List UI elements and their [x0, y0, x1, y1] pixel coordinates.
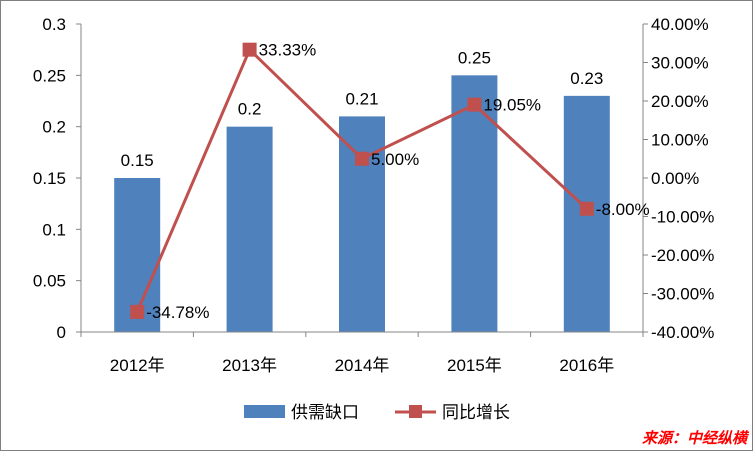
y-right-tick-label: 20.00% [651, 92, 709, 111]
legend-marker-growth [409, 405, 422, 418]
y-left-tick-label: 0.1 [42, 220, 66, 239]
bar-data-label: 0.21 [345, 89, 378, 108]
y-left-tick-label: 0.2 [42, 118, 66, 137]
y-right-tick-label: 40.00% [651, 15, 709, 34]
axes-layer: 0 0.05 0.1 0.15 0.2 0.25 0.3 -40.00% -30.00% -20.… [33, 15, 714, 375]
growth-data-label: 5.00% [371, 150, 419, 169]
legend-swatch-gap [244, 405, 285, 418]
y-right-tick-label: -40.00% [651, 323, 714, 342]
y-right-tick-label: 30.00% [651, 54, 709, 73]
growth-marker [579, 201, 594, 216]
bar-data-label: 0.15 [121, 151, 154, 170]
growth-data-label: 33.33% [259, 41, 317, 60]
growth-marker [355, 151, 369, 166]
y-right-tick-label: -30.00% [651, 285, 714, 304]
growth-data-label: -34.78% [146, 303, 209, 322]
bar-data-label: 0.23 [570, 69, 603, 88]
growth-data-label: -8.00% [596, 200, 650, 219]
bar [226, 126, 273, 333]
growth-marker [242, 42, 257, 57]
x-tick-label: 2015年 [447, 356, 502, 375]
source-note: 来源：中经纵横 [642, 430, 750, 447]
legend-label-gap: 供需缺口 [291, 403, 359, 422]
x-tick-label: 2016年 [559, 356, 614, 375]
growth-marker [130, 304, 145, 319]
x-tick-label: 2014年 [335, 356, 390, 375]
y-right-tick-label: -10.00% [651, 208, 714, 227]
x-tick-label: 2013年 [222, 356, 277, 375]
y-right-tick-label: 10.00% [651, 131, 709, 150]
y-left-tick-label: 0.3 [42, 15, 66, 34]
y-right-tick-label: 0.00% [651, 169, 699, 188]
y-left-tick-label: 0.25 [33, 66, 66, 85]
growth-marker [467, 97, 482, 112]
x-tick-label: 2012年 [110, 356, 165, 375]
growth-data-label: 19.05% [483, 96, 541, 115]
legend-label-growth: 同比增长 [442, 403, 510, 422]
bar-data-label: 0.25 [458, 48, 491, 67]
y-left-tick-label: 0 [57, 323, 66, 342]
y-left-tick-label: 0.15 [33, 169, 66, 188]
bar-data-label: 0.2 [238, 100, 262, 119]
line-layer [130, 42, 594, 319]
legend: 供需缺口 同比增长 [244, 403, 510, 422]
labels-layer: 0.15 0.2 0.21 0.25 0.23 -34.78% 33.33% 5.00% 19.… [121, 41, 650, 322]
y-left-tick-label: 0.05 [33, 272, 66, 291]
y-right-tick-label: -20.00% [651, 246, 714, 265]
bar [339, 116, 385, 333]
